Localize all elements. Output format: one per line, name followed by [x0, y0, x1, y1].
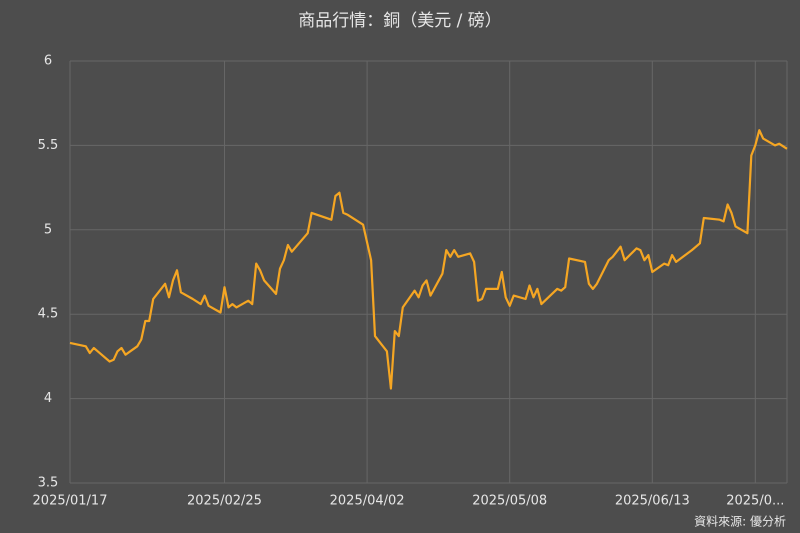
x-tick-label: 2025/04/02 — [330, 494, 405, 509]
source: 資料來源: 優分析 — [694, 515, 786, 529]
y-tick-label: 5.5 — [38, 138, 59, 153]
y-tick-label: 4.5 — [38, 307, 59, 322]
x-tick-label: 2025/01/17 — [33, 494, 108, 509]
x-tick-label: 2025/05/08 — [472, 494, 547, 509]
x-tick-label: 2025/0... — [726, 494, 784, 509]
y-tick-label: 4 — [44, 391, 52, 406]
chart-title: 商品行情：銅（美元 / 磅） — [298, 11, 502, 31]
y-tick-label: 5 — [44, 222, 52, 237]
price-line — [69, 129, 788, 390]
x-tick-label: 2025/06/13 — [615, 494, 690, 509]
y-tick-label: 6 — [44, 54, 52, 69]
x-tick-label: 2025/02/25 — [187, 494, 262, 509]
y-tick-label: 3.5 — [38, 476, 59, 491]
